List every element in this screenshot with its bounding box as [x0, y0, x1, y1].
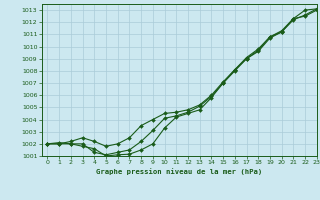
X-axis label: Graphe pression niveau de la mer (hPa): Graphe pression niveau de la mer (hPa): [96, 168, 262, 175]
